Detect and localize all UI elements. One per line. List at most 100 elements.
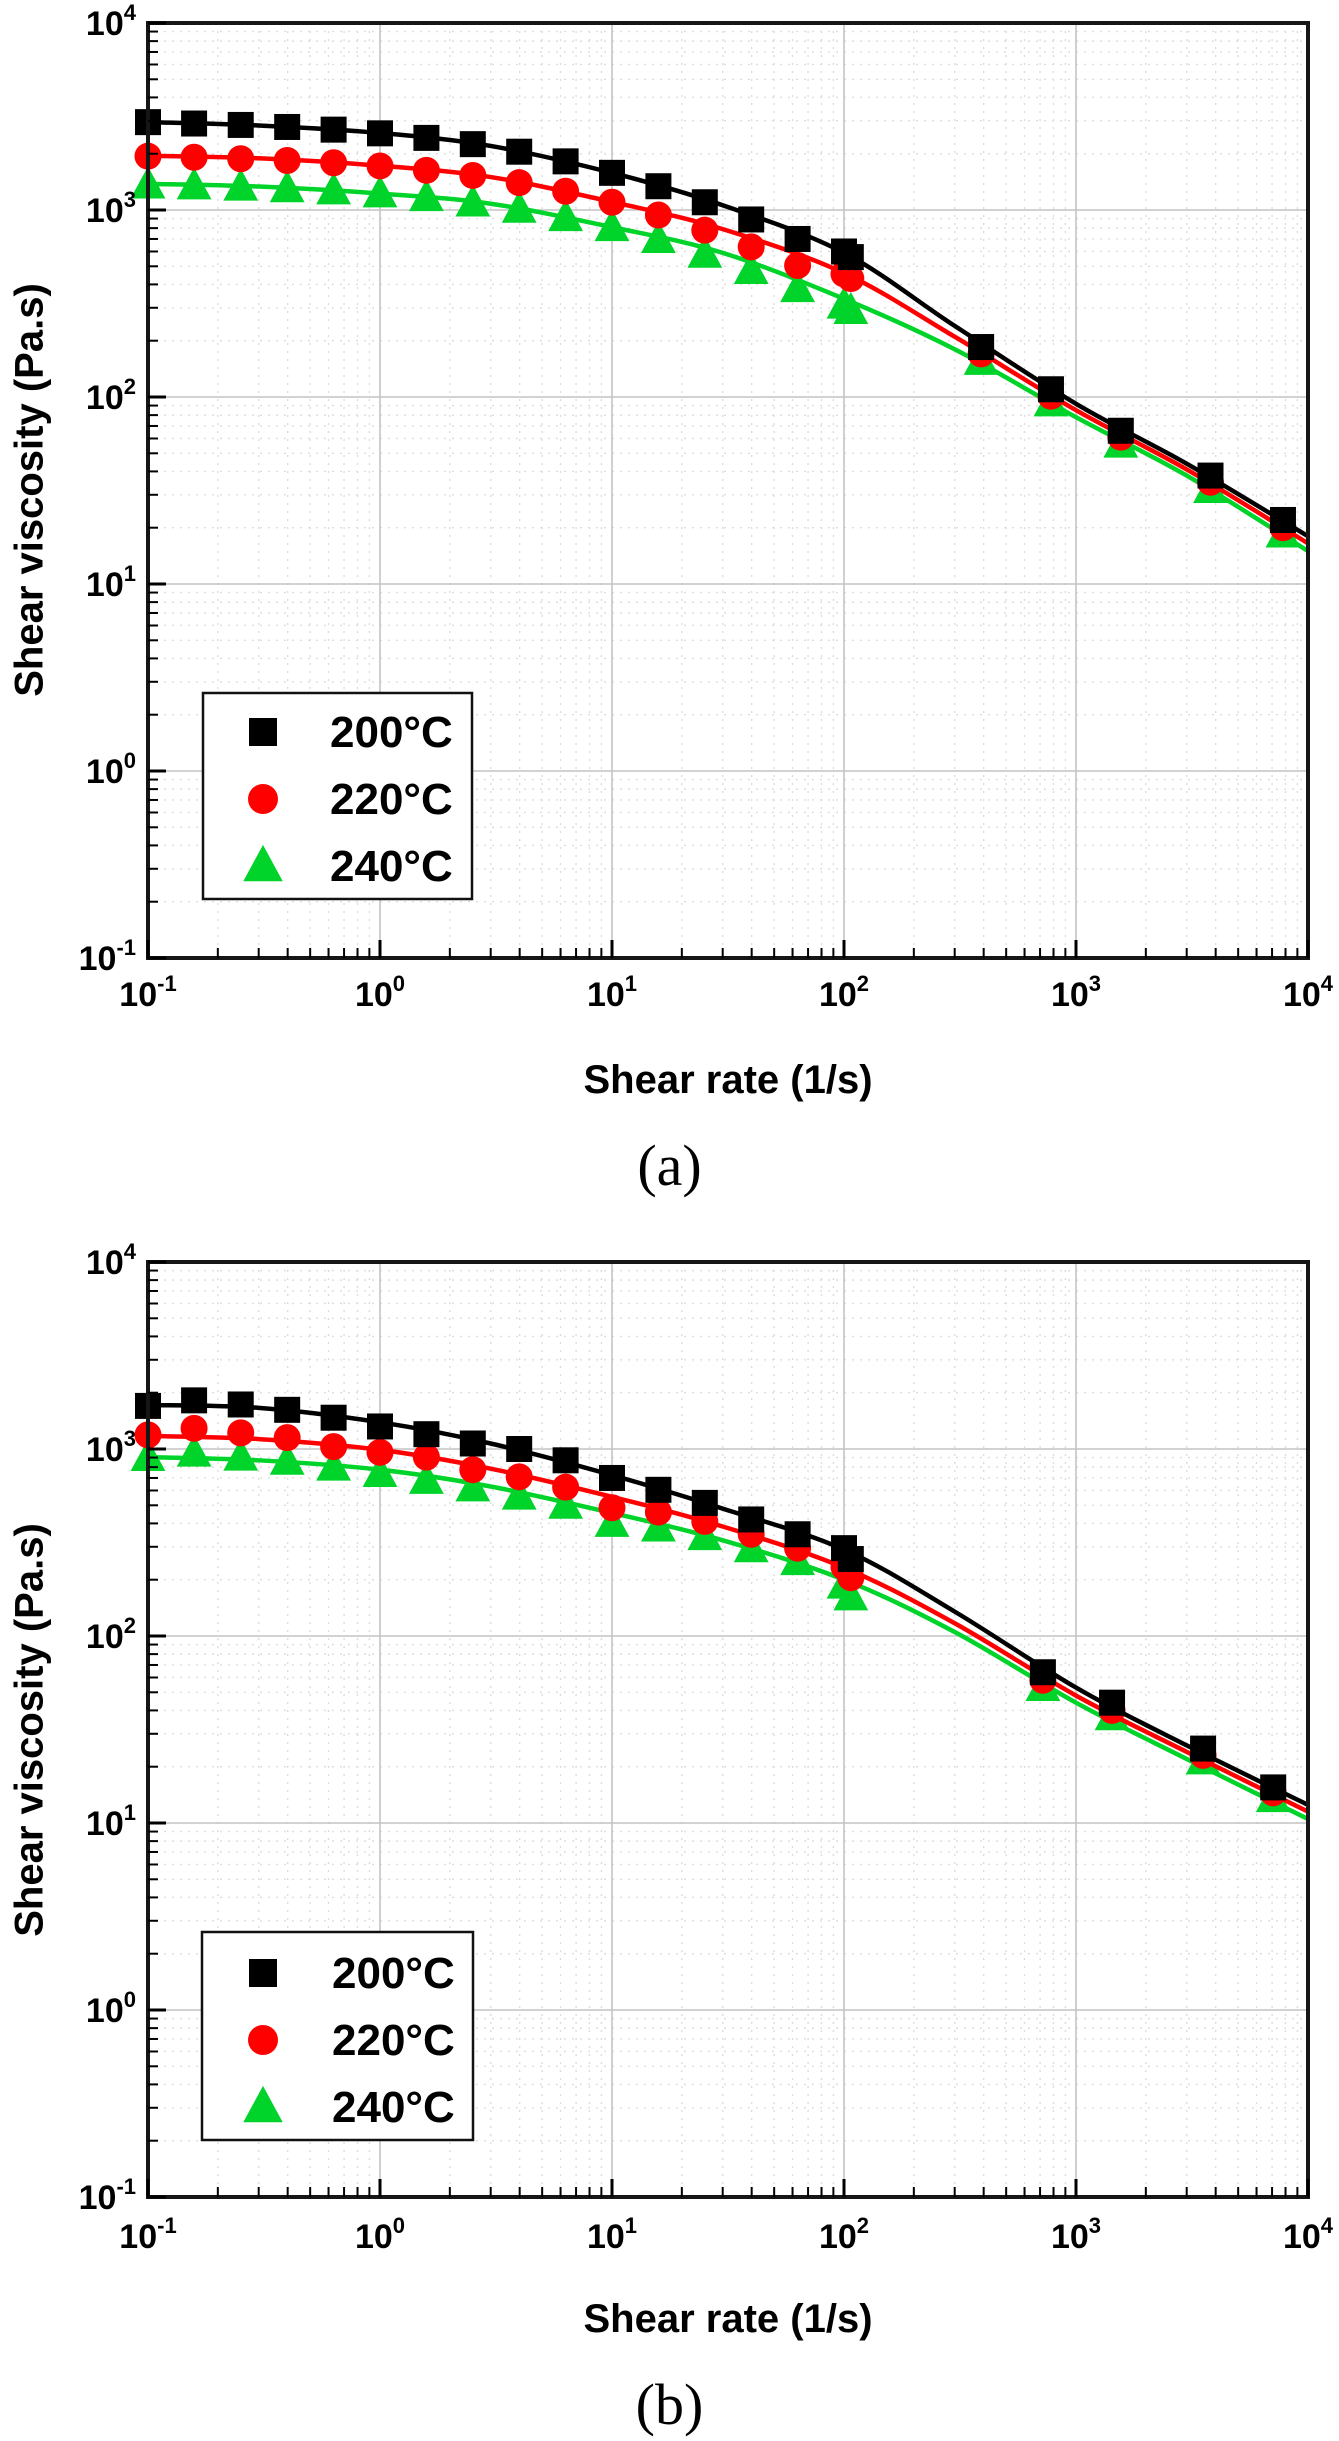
data-point-marker <box>506 1436 533 1462</box>
data-point-marker <box>837 265 865 293</box>
data-point-marker <box>552 177 580 205</box>
data-point-marker <box>367 1413 393 1440</box>
data-point-marker <box>320 1433 348 1461</box>
series-240°C <box>130 1434 1308 1822</box>
data-point-marker <box>548 1486 584 1519</box>
data-point-marker <box>413 124 440 151</box>
legend-label: 200°C <box>330 708 453 757</box>
data-point-marker <box>1190 1735 1217 1762</box>
data-point-marker <box>501 1477 537 1510</box>
data-point-marker <box>366 152 394 180</box>
data-point-marker <box>548 199 584 232</box>
series-240°C <box>130 166 1308 553</box>
data-point-marker <box>320 116 347 143</box>
data-point-marker <box>181 1387 208 1414</box>
plot-frame <box>146 1260 1310 2199</box>
data-point-marker <box>738 206 765 233</box>
data-point-marker <box>320 1404 347 1431</box>
data-point-marker <box>687 235 723 268</box>
data-point-marker <box>645 173 672 200</box>
y-tick-label: 104 <box>86 1239 137 1282</box>
data-point-marker <box>223 1438 259 1471</box>
data-point-marker <box>641 220 676 254</box>
legend-marker-circle <box>248 784 278 814</box>
data-point-marker <box>316 1448 352 1481</box>
data-point-marker <box>273 146 301 174</box>
series-200°C-markers <box>135 109 1296 533</box>
data-point-marker <box>273 1424 301 1452</box>
x-tick-label: 100 <box>355 2213 405 2256</box>
data-point-marker <box>227 1391 254 1418</box>
y-tick-label: 10-1 <box>79 2174 136 2217</box>
series-240°C-markers <box>130 166 1301 548</box>
data-point-marker <box>1037 376 1064 403</box>
data-point-marker <box>784 225 811 252</box>
data-point-marker <box>1260 1774 1287 1801</box>
data-point-marker <box>409 178 444 212</box>
data-point-marker <box>413 1421 440 1448</box>
data-point-marker <box>691 216 719 244</box>
legend-marker-square <box>249 1959 277 1987</box>
x-axis-title-a: Shear rate (1/s) <box>583 1058 873 1102</box>
data-point-marker <box>501 190 537 223</box>
legend-marker-square <box>249 718 277 746</box>
data-point-marker <box>691 189 718 216</box>
data-point-marker <box>833 291 869 325</box>
legend-label: 220°C <box>332 2016 455 2065</box>
data-point-marker <box>837 244 864 271</box>
x-tick-label: 102 <box>819 2213 869 2256</box>
data-point-marker <box>968 334 995 361</box>
data-point-marker <box>552 148 579 175</box>
data-point-marker <box>598 188 626 216</box>
x-tick-label: 104 <box>1283 971 1334 1014</box>
series-200°C <box>135 109 1308 539</box>
legend: 200°C 220°C 240°C <box>200 1930 475 2142</box>
data-point-marker <box>552 1447 579 1474</box>
data-point-marker <box>837 1546 864 1573</box>
legend-label: 220°C <box>330 775 453 824</box>
data-point-marker <box>180 1414 208 1442</box>
data-point-marker <box>644 1498 672 1526</box>
y-tick-label: 103 <box>86 1426 136 1469</box>
y-tick-label: 102 <box>86 1613 136 1656</box>
x-tick-label: 104 <box>1283 2213 1334 2256</box>
data-point-marker <box>227 1419 255 1447</box>
series-220°C <box>134 1414 1308 1814</box>
panel-caption-b: (b) <box>635 2372 704 2437</box>
data-point-marker <box>409 1461 444 1494</box>
data-point-marker <box>180 143 208 171</box>
data-point-marker <box>645 1476 672 1503</box>
data-point-marker <box>1269 506 1296 533</box>
data-point-marker <box>1029 1659 1056 1686</box>
legend-marker-circle <box>248 2025 278 2055</box>
data-point-marker <box>269 1442 305 1475</box>
y-tick-label: 100 <box>86 1987 136 2030</box>
x-axis-title-b: Shear rate (1/s) <box>583 2297 873 2341</box>
data-point-marker <box>506 138 533 165</box>
y-axis-title-b: Shear viscosity (Pa.s) <box>7 1523 52 1937</box>
panel-caption-a: (a) <box>637 1133 702 1198</box>
data-point-marker <box>362 175 398 208</box>
legend-label: 200°C <box>332 1949 455 1998</box>
data-point-marker <box>784 251 812 279</box>
data-point-marker <box>455 1469 491 1502</box>
legend-label: 240°C <box>330 842 453 891</box>
data-point-marker <box>833 1578 869 1611</box>
data-point-marker <box>691 1489 718 1516</box>
data-point-marker <box>737 233 765 261</box>
series-200°C <box>135 1387 1308 1807</box>
data-point-marker <box>1107 417 1134 444</box>
y-tick-label: 104 <box>86 0 137 43</box>
data-point-marker <box>1099 1689 1126 1716</box>
data-point-marker <box>367 120 393 147</box>
data-point-marker <box>412 156 440 184</box>
series-220°C-line <box>148 153 1308 546</box>
x-tick-label: 10-1 <box>119 2213 176 2256</box>
data-point-marker <box>412 1443 440 1471</box>
y-tick-label: 100 <box>86 748 136 791</box>
data-point-marker <box>366 1438 394 1466</box>
panel-b: 10-1 100 101 102 103 104 104 103 102 101 100 10-1 20… <box>79 1239 1334 2256</box>
data-point-marker <box>552 1473 580 1501</box>
data-point-marker <box>223 168 259 201</box>
